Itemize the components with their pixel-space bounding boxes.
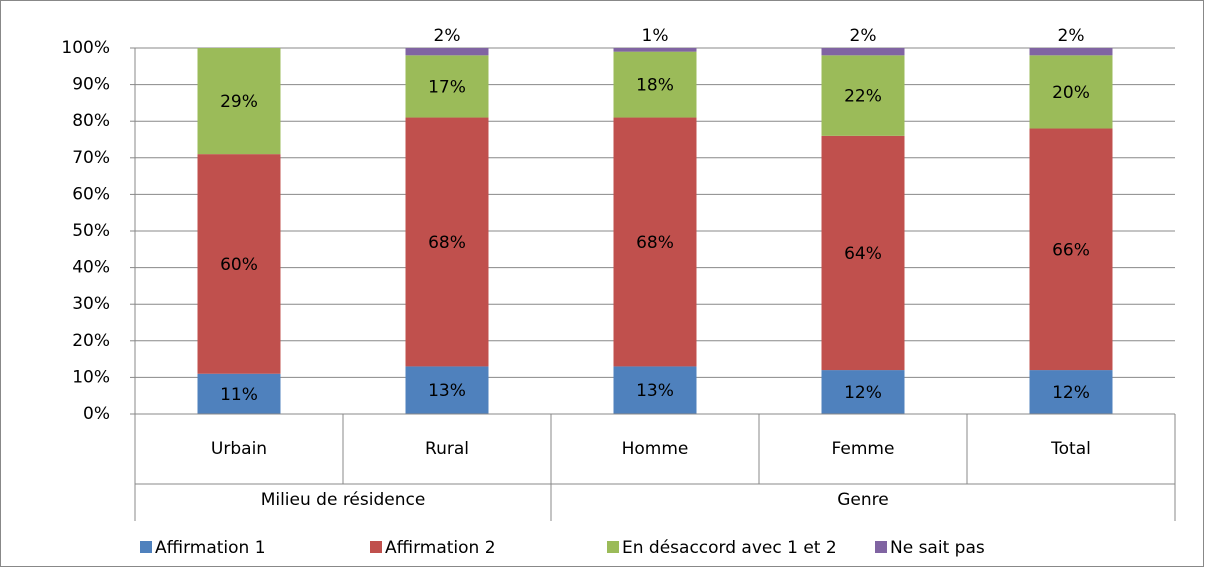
data-label: 2% (1058, 26, 1085, 46)
data-label: 12% (1052, 383, 1090, 403)
data-label: 64% (844, 244, 882, 264)
bar-segment (197, 48, 281, 155)
data-label: 20% (1052, 83, 1090, 103)
legend-swatch (370, 541, 382, 553)
data-label: 22% (844, 87, 882, 107)
bar-segment (405, 48, 489, 56)
bar-segment (821, 135, 905, 371)
bar-segment (1029, 370, 1113, 414)
data-label: 68% (636, 233, 674, 253)
x-tick-label: Homme (622, 439, 689, 459)
y-tick-label: 0% (83, 404, 110, 424)
data-label: 29% (220, 92, 258, 112)
y-tick-label: 100% (61, 38, 110, 58)
bar-segment (197, 154, 281, 374)
y-tick-label: 60% (72, 184, 110, 204)
y-tick-label: 50% (72, 221, 110, 241)
bar-segment (197, 373, 281, 414)
group-label: Genre (837, 490, 888, 510)
bar-segment (405, 117, 489, 367)
x-tick-label: Urbain (211, 439, 267, 459)
bar-segment (1029, 128, 1113, 371)
y-tick-label: 80% (72, 111, 110, 131)
y-tick-label: 10% (72, 367, 110, 387)
legend-swatch (140, 541, 152, 553)
x-tick-label: Rural (425, 439, 469, 459)
legend-label: En désaccord avec 1 et 2 (622, 538, 837, 558)
bar-segment (613, 366, 697, 414)
bar-segment (613, 48, 697, 52)
data-label: 68% (428, 233, 466, 253)
data-label: 66% (1052, 240, 1090, 260)
bar-segment (613, 117, 697, 367)
legend-label: Affirmation 2 (385, 538, 496, 558)
bar-segment (1029, 48, 1113, 56)
y-tick-label: 90% (72, 75, 110, 95)
bar-segment (821, 55, 905, 136)
legend-swatch (875, 541, 887, 553)
data-label: 13% (428, 381, 466, 401)
bar-segment (821, 370, 905, 414)
data-label: 18% (636, 76, 674, 96)
data-label: 17% (428, 77, 466, 97)
bar-segment (405, 55, 489, 118)
data-label: 13% (636, 381, 674, 401)
x-tick-label: Femme (832, 439, 895, 459)
bar-segment (821, 48, 905, 56)
legend-label: Ne sait pas (890, 538, 985, 558)
bar-segment (1029, 55, 1113, 129)
legend-label: Affirmation 1 (155, 538, 266, 558)
data-label: 11% (220, 385, 258, 405)
y-tick-label: 20% (72, 331, 110, 351)
data-label: 2% (434, 26, 461, 46)
data-label: 12% (844, 383, 882, 403)
legend-swatch (607, 541, 619, 553)
y-tick-label: 40% (72, 258, 110, 278)
x-tick-label: Total (1050, 439, 1091, 459)
y-tick-label: 70% (72, 148, 110, 168)
bar-segment (613, 51, 697, 118)
group-label: Milieu de résidence (261, 490, 426, 510)
data-label: 60% (220, 255, 258, 275)
data-label: 1% (642, 26, 669, 46)
bar-segment (405, 366, 489, 414)
data-label: 2% (850, 26, 877, 46)
y-tick-label: 30% (72, 294, 110, 314)
